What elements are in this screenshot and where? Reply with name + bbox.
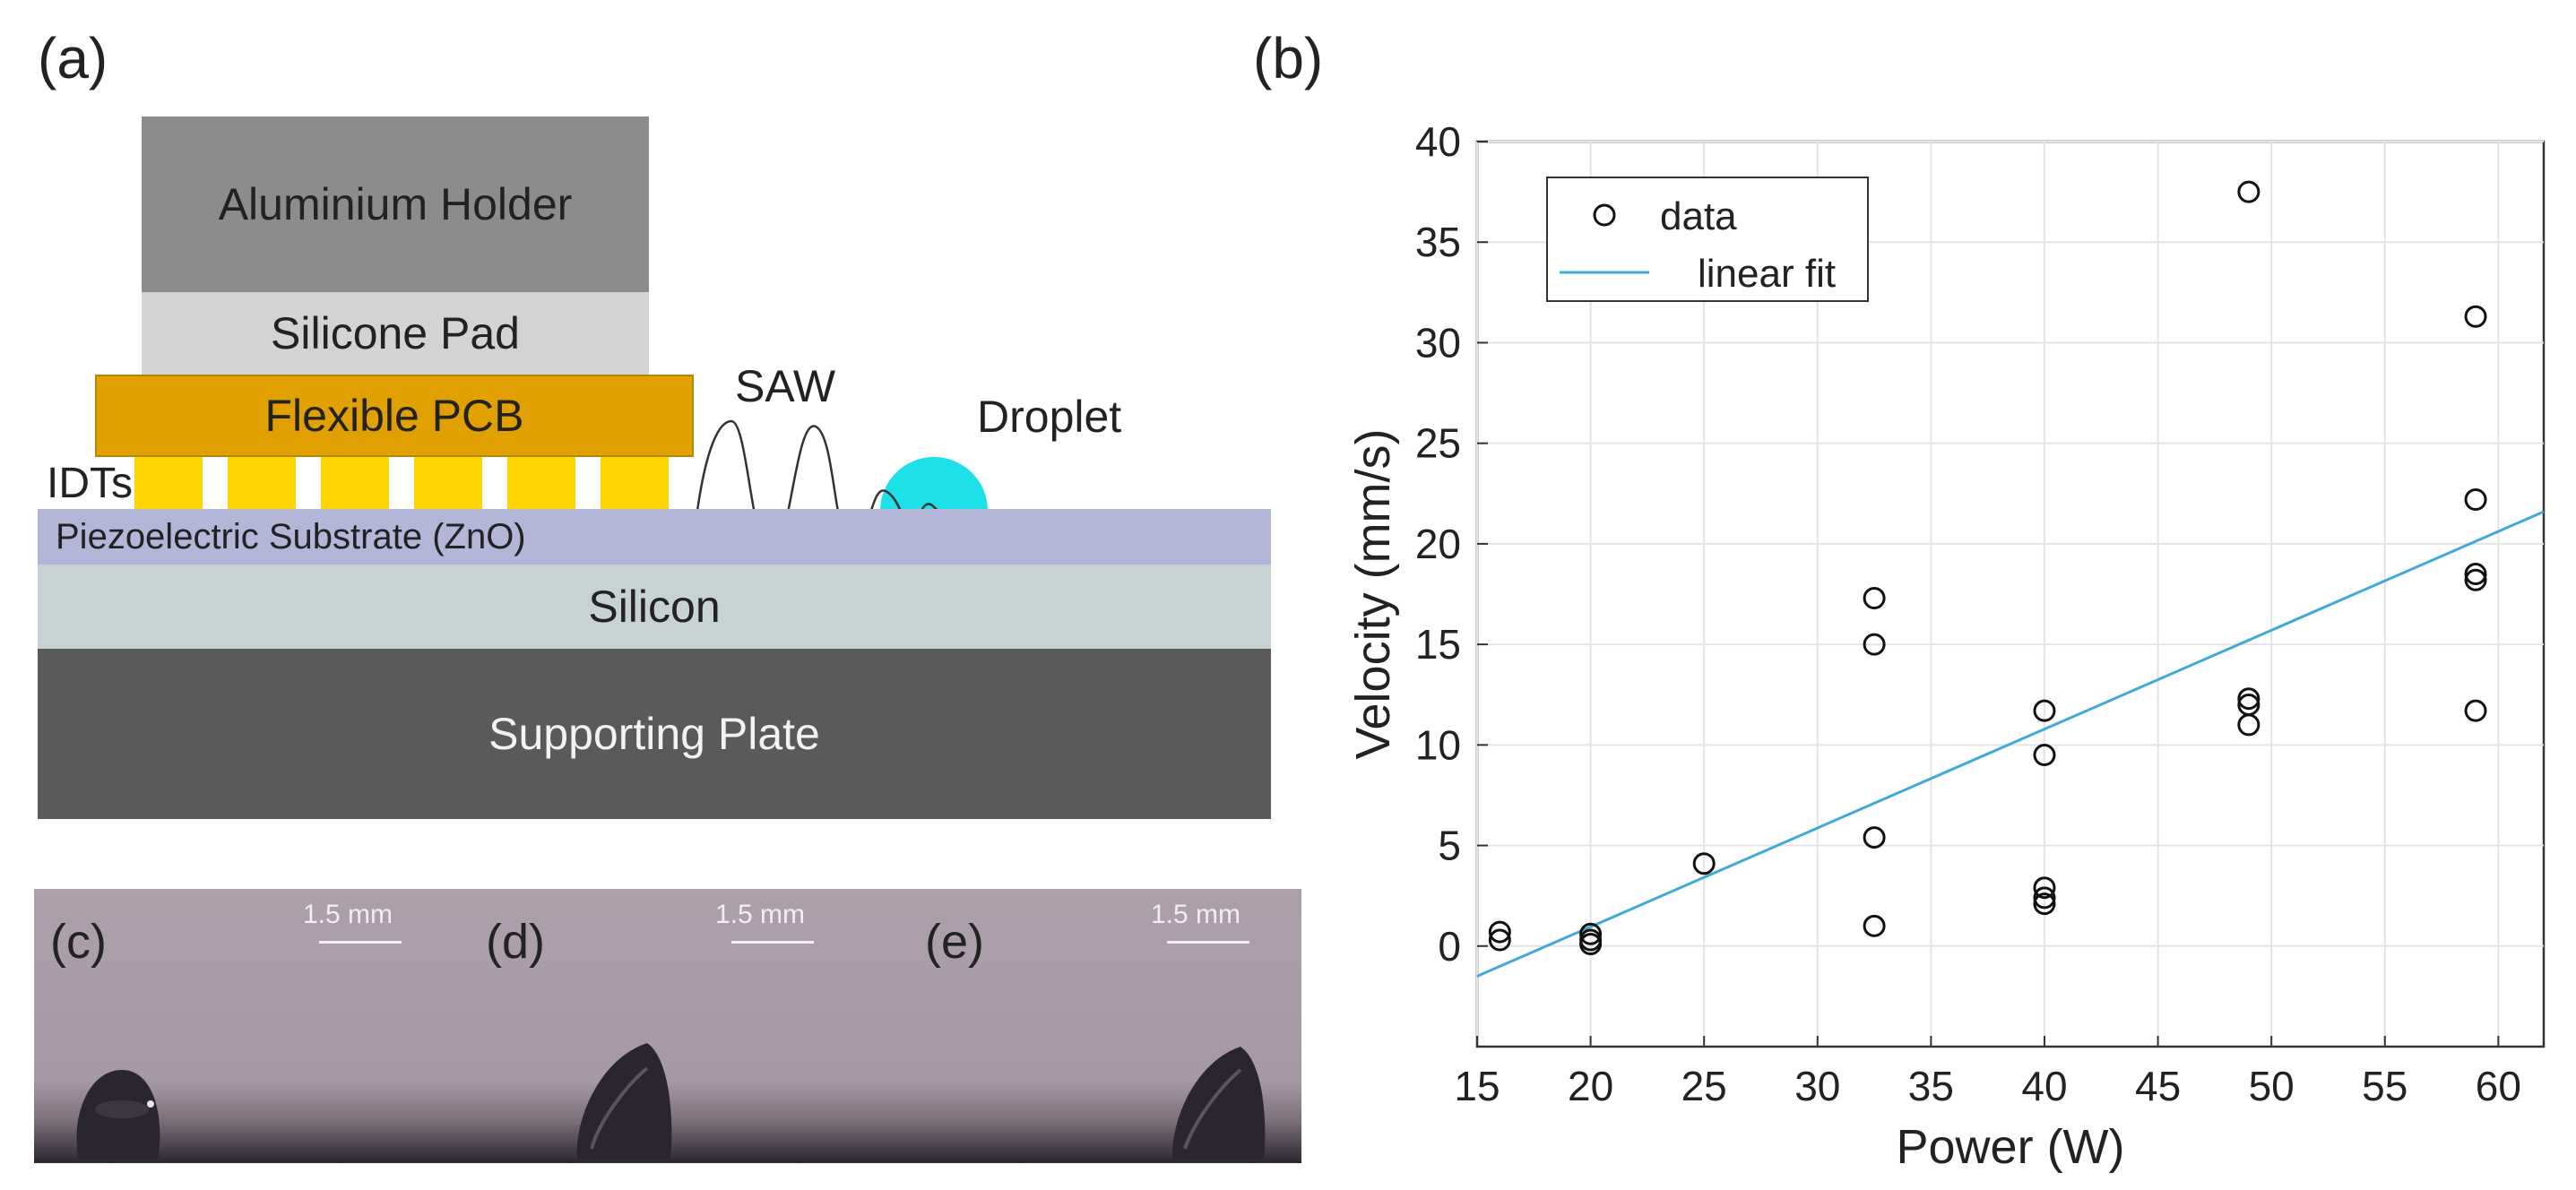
data-point: [2464, 563, 2487, 586]
x-tick-label: 15: [1454, 1063, 1500, 1109]
grid-lines: [1476, 141, 2544, 1047]
scale-bar: [1167, 941, 1249, 944]
data-point: [1692, 852, 1716, 875]
photo-label-e: (e): [925, 915, 984, 969]
data-point: [1579, 922, 1603, 945]
idt-finger: [321, 457, 389, 509]
data-point: [2237, 687, 2260, 711]
x-tick-label: 50: [2249, 1063, 2295, 1109]
y-tick-label: 10: [1415, 721, 1461, 768]
scale-bar: [319, 941, 402, 944]
data-point: [2237, 180, 2260, 203]
photo-e: (e) 1.5 mm: [882, 889, 1301, 1163]
droplet-label: Droplet: [977, 392, 1122, 442]
droplet-image: [1171, 1047, 1266, 1160]
scale-label: 1.5 mm: [303, 900, 393, 929]
idt-finger: [507, 457, 575, 509]
aluminium-holder-layer: Aluminium Holder: [142, 116, 649, 292]
photo-label-d: (d): [486, 915, 545, 969]
data-point: [2464, 699, 2487, 722]
idt-finger: [134, 457, 203, 509]
data-point: [1863, 826, 1886, 849]
data-point: [1579, 933, 1603, 956]
scale-label: 1.5 mm: [715, 900, 806, 929]
panel-label-a: (a): [38, 26, 108, 91]
saw-label: SAW: [735, 361, 836, 411]
idt-finger: [228, 457, 296, 509]
x-tick-label: 30: [1794, 1063, 1840, 1109]
flexible-pcb-layer: Flexible PCB: [95, 375, 694, 457]
x-tick-label: 40: [2021, 1063, 2067, 1109]
y-tick-label: 25: [1415, 420, 1461, 467]
data-point: [1863, 633, 1886, 656]
droplet-image: [76, 1070, 160, 1160]
droplet-image: [576, 1043, 672, 1160]
y-tick-label: 35: [1415, 219, 1461, 265]
data-point: [2237, 713, 2260, 737]
x-tick-label: 60: [2476, 1063, 2521, 1109]
x-tick-label: 25: [1681, 1063, 1727, 1109]
y-tick-label: 20: [1415, 521, 1461, 567]
droplet-shape: [880, 457, 988, 511]
data-point: [2464, 305, 2487, 328]
y-tick-label: 15: [1415, 621, 1461, 668]
scale-label: 1.5 mm: [1151, 900, 1241, 929]
y-ticks: 0 5 10 15 20 25 30 35 40: [1415, 118, 1488, 970]
silicone-pad-layer: Silicone Pad: [142, 292, 649, 375]
linear-fit-line: [1476, 510, 2545, 978]
idt-finger: [414, 457, 482, 509]
y-tick-label: 40: [1415, 118, 1461, 165]
data-point: [2033, 744, 2056, 767]
data-point: [1863, 914, 1886, 937]
x-tick-label: 35: [1908, 1063, 1954, 1109]
data-point: [2033, 892, 2056, 916]
piezoelectric-substrate-layer: Piezoelectric Substrate (ZnO): [38, 509, 1271, 565]
photo-c: (c) 1.5 mm: [34, 889, 455, 1163]
data-point: [1488, 928, 1511, 952]
photo-d: (d) 1.5 mm: [455, 889, 882, 1163]
y-tick-label: 30: [1415, 319, 1461, 366]
data-point: [1488, 920, 1511, 944]
y-tick-label: 0: [1438, 923, 1461, 970]
idts-label: IDTs: [47, 460, 133, 507]
panel-label-b: (b): [1253, 26, 1324, 91]
legend: data linear fit: [1546, 177, 1869, 302]
x-axis-label: Power (W): [1897, 1120, 2125, 1174]
photo-label-c: (c): [50, 915, 107, 969]
x-tick-label: 55: [2362, 1063, 2407, 1109]
y-axis-label: Velocity (mm/s): [1346, 428, 1400, 759]
fit-line-group: [1476, 510, 2545, 978]
data-point: [2464, 488, 2487, 512]
legend-data-label: data: [1660, 194, 1737, 238]
data-point: [1863, 586, 1886, 609]
legend-fit-label: linear fit: [1698, 252, 1836, 296]
data-point: [2033, 699, 2056, 722]
y-tick-label: 5: [1438, 823, 1461, 869]
points-group: [1488, 180, 2487, 956]
x-tick-label: 45: [2135, 1063, 2181, 1109]
supporting-plate-layer: Supporting Plate: [38, 649, 1271, 819]
data-point: [2033, 886, 2056, 910]
idt-finger: [601, 457, 669, 509]
legend-data-marker: [1593, 203, 1616, 227]
data-point: [2464, 568, 2487, 591]
silicon-layer: Silicon: [38, 565, 1271, 649]
x-ticks: 15 20 25 30 35 40 45 50 55 60: [1454, 1036, 2521, 1109]
scale-bar: [731, 941, 814, 944]
x-tick-label: 20: [1568, 1063, 1613, 1109]
data-point: [2033, 876, 2056, 900]
